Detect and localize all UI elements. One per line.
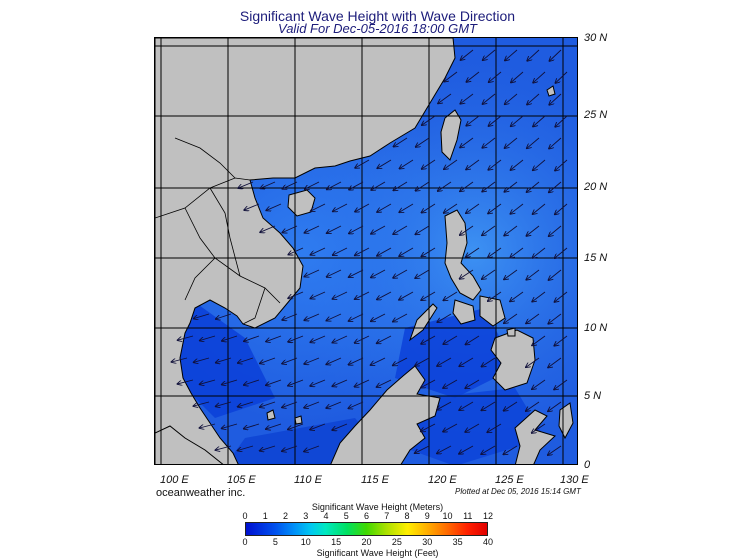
meter-tick: 1 xyxy=(262,511,268,521)
meter-tick: 3 xyxy=(303,511,309,521)
feet-tick: 35 xyxy=(452,537,463,547)
lat-label-25n: 25 N xyxy=(584,109,608,121)
lat-label-10n: 10 N xyxy=(584,322,608,334)
meter-tick: 7 xyxy=(384,511,390,521)
lon-label-120e: 120 E xyxy=(428,474,457,486)
feet-tick: 5 xyxy=(272,537,278,547)
meter-tick: 0 xyxy=(242,511,248,521)
wave-direction-arrows xyxy=(172,49,568,455)
meter-tick: 12 xyxy=(482,511,493,521)
lat-label-20n: 20 N xyxy=(584,181,608,193)
colorbar-title-feet: Significant Wave Height (Feet) xyxy=(316,548,439,558)
feet-tick: 20 xyxy=(361,537,372,547)
lon-label-125e: 125 E xyxy=(495,474,524,486)
lon-label-115e: 115 E xyxy=(361,474,389,486)
meter-tick: 10 xyxy=(442,511,453,521)
feet-tick: 10 xyxy=(300,537,311,547)
meter-tick: 11 xyxy=(463,511,473,521)
colorbar xyxy=(245,522,488,536)
lon-label-110e: 110 E xyxy=(294,474,322,486)
lon-label-130e: 130 E xyxy=(560,474,589,486)
colorbar-title-meters: Significant Wave Height (Meters) xyxy=(311,502,444,512)
feet-tick: 25 xyxy=(391,537,402,547)
feet-tick: 0 xyxy=(242,537,248,547)
lat-label-0: 0 xyxy=(584,459,591,471)
lon-label-105e: 105 E xyxy=(227,474,256,486)
meter-tick: 5 xyxy=(343,511,349,521)
land-masses xyxy=(155,38,574,464)
lat-label-30n: 30 N xyxy=(584,32,608,44)
meter-tick: 9 xyxy=(424,511,430,521)
meter-tick: 8 xyxy=(404,511,410,521)
meter-tick: 4 xyxy=(323,511,329,521)
feet-tick: 30 xyxy=(422,537,433,547)
plotted-timestamp: Plotted at Dec 05, 2016 15:14 GMT xyxy=(455,487,581,496)
lat-lon-grid xyxy=(155,38,577,464)
feet-tick: 15 xyxy=(331,537,342,547)
lon-label-100e: 100 E xyxy=(160,474,189,486)
wave-map xyxy=(154,37,578,465)
brand-label: oceanweather inc. xyxy=(156,487,246,499)
lat-label-15n: 15 N xyxy=(584,252,608,264)
lat-label-5n: 5 N xyxy=(584,390,602,402)
meter-tick: 6 xyxy=(363,511,369,521)
map-title: Significant Wave Height with Wave Direct… xyxy=(239,8,516,24)
meter-tick: 2 xyxy=(282,511,288,521)
map-subtitle: Valid For Dec-05-2016 18:00 GMT xyxy=(278,21,477,36)
feet-tick: 40 xyxy=(482,537,493,547)
